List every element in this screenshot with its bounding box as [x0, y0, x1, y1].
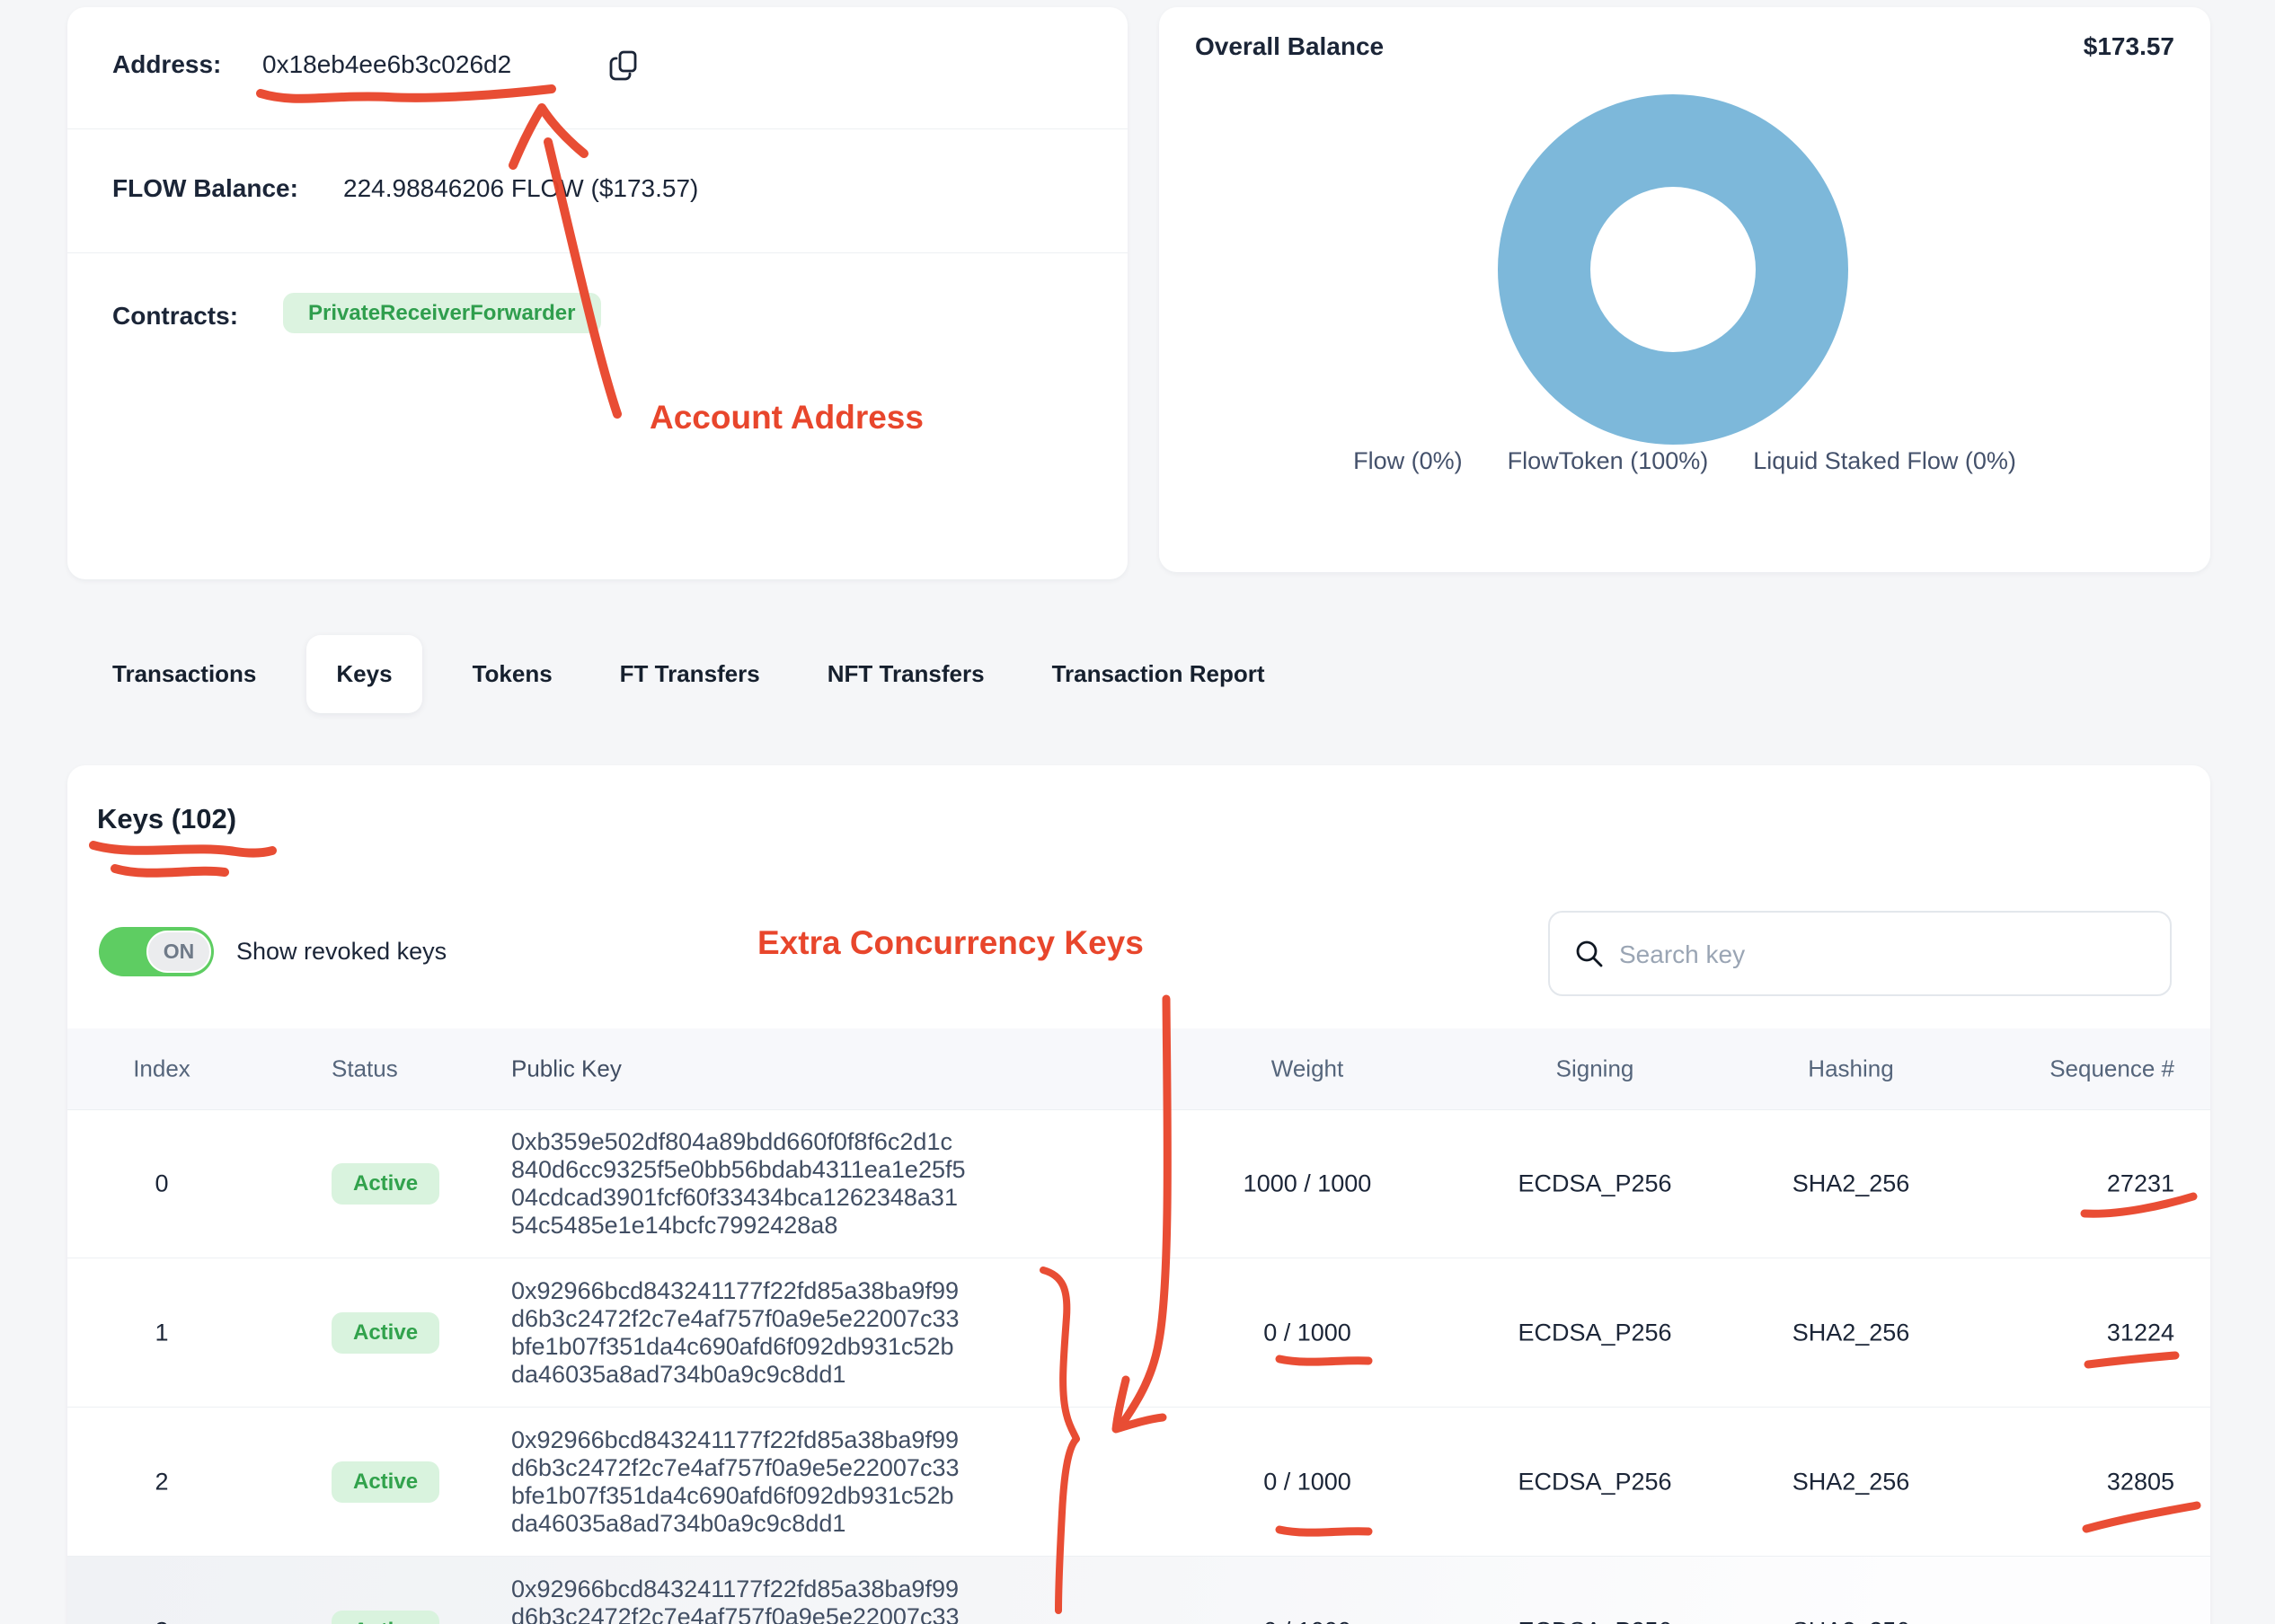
- tab-transactions[interactable]: Transactions: [112, 659, 257, 687]
- tab-ft-transfers[interactable]: FT Transfers: [619, 659, 760, 687]
- search-key-input[interactable]: [1617, 916, 2151, 993]
- balance-amount: $173.57: [2083, 32, 2174, 60]
- status-cell: Active: [332, 1162, 440, 1205]
- public-key: 0x92966bcd843241177f22fd85a38ba9f99 d6b3c…: [511, 1575, 960, 1624]
- account-info-card: Address: 0x18eb4ee6b3c026d2 FLOW Balance…: [67, 7, 1128, 579]
- contract-badge[interactable]: PrivateReceiverForwarder: [283, 293, 601, 333]
- keys-table-header: Index Status Public Key Weight Signing H…: [67, 1028, 2210, 1110]
- status-cell: Active: [332, 1311, 440, 1354]
- key-hashing: SHA2_256: [1792, 1319, 1910, 1346]
- divider: [67, 252, 1128, 253]
- status-cell: Active: [332, 1461, 440, 1503]
- address-value: 0x18eb4ee6b3c026d2: [262, 50, 512, 78]
- header-index: Index: [133, 1055, 190, 1082]
- table-row: 3 Active 0x92966bcd843241177f22fd85a38ba…: [67, 1557, 2210, 1624]
- header-public-key: Public Key: [511, 1055, 622, 1082]
- table-row: 0 Active 0xb359e502df804a89bdd660f0f8f6c…: [67, 1109, 2210, 1258]
- divider: [67, 128, 1128, 129]
- flow-balance-value: 224.98846206 FLOW ($173.57): [343, 174, 699, 202]
- key-hashing: SHA2_256: [1792, 1169, 1910, 1196]
- tab-keys[interactable]: Keys: [306, 634, 422, 713]
- header-signing: Signing: [1555, 1055, 1634, 1082]
- public-key: 0x92966bcd843241177f22fd85a38ba9f99 d6b3c…: [511, 1425, 960, 1537]
- status-badge: Active: [332, 1162, 440, 1205]
- status-badge: Active: [332, 1461, 440, 1503]
- chart-legend: Flow (0%) FlowToken (100%) Liquid Staked…: [1159, 447, 2210, 475]
- table-row: 2 Active 0x92966bcd843241177f22fd85a38ba…: [67, 1408, 2210, 1557]
- key-signing: ECDSA_P256: [1518, 1468, 1672, 1495]
- legend-item-liquid-staked: Liquid Staked Flow (0%): [1753, 447, 2016, 474]
- legend-item-flow: Flow (0%): [1353, 447, 1463, 474]
- status-badge: Active: [332, 1311, 440, 1354]
- header-hashing: Hashing: [1808, 1055, 1894, 1082]
- table-row: 1 Active 0x92966bcd843241177f22fd85a38ba…: [67, 1258, 2210, 1408]
- key-index: 3: [67, 1617, 256, 1624]
- key-hashing: SHA2_256: [1761, 1617, 1941, 1624]
- key-sequence: 32805: [2106, 1468, 2174, 1495]
- balance-title: Overall Balance: [1195, 32, 1385, 60]
- toggle-knob[interactable]: ON: [146, 931, 211, 973]
- status-badge: Active: [332, 1610, 440, 1624]
- header-weight: Weight: [1270, 1055, 1344, 1082]
- key-signing: ECDSA_P256: [1518, 1319, 1672, 1346]
- copy-icon[interactable]: [606, 47, 644, 89]
- status-cell: Active: [332, 1610, 440, 1624]
- key-sequence: 31224: [2106, 1319, 2174, 1346]
- flow-balance-label: FLOW Balance:: [112, 174, 298, 202]
- tab-nft-transfers[interactable]: NFT Transfers: [827, 659, 985, 687]
- tab-transaction-report[interactable]: Transaction Report: [1051, 659, 1265, 687]
- balance-donut-chart: [1498, 94, 1848, 445]
- contracts-label: Contracts:: [112, 302, 239, 330]
- key-weight: 1000 / 1000: [1243, 1169, 1372, 1196]
- public-key: 0xb359e502df804a89bdd660f0f8f6c2d1c 840d6…: [511, 1127, 966, 1239]
- tab-tokens[interactable]: Tokens: [472, 659, 553, 687]
- show-revoked-label: Show revoked keys: [236, 938, 447, 965]
- key-index: 0: [155, 1169, 169, 1196]
- keys-card: Keys (102) ON Show revoked keys Index St…: [67, 765, 2210, 1624]
- key-weight: 0 / 1000: [1263, 1468, 1351, 1495]
- key-signing: ECDSA_P256: [1483, 1617, 1707, 1624]
- header-sequence: Sequence #: [2049, 1055, 2174, 1082]
- legend-item-flowtoken: FlowToken (100%): [1507, 447, 1709, 474]
- key-signing: ECDSA_P256: [1518, 1169, 1672, 1196]
- key-index: 2: [155, 1468, 169, 1495]
- tab-bar: Transactions Keys Tokens FT Transfers NF…: [67, 629, 1265, 719]
- show-revoked-toggle[interactable]: ON: [99, 927, 214, 976]
- overall-balance-card: Overall Balance $173.57 Flow (0%) FlowTo…: [1159, 7, 2210, 572]
- header-status: Status: [332, 1055, 398, 1082]
- public-key: 0x92966bcd843241177f22fd85a38ba9f99 d6b3c…: [511, 1276, 960, 1388]
- key-hashing: SHA2_256: [1792, 1468, 1910, 1495]
- search-box: [1548, 911, 2172, 996]
- key-index: 1: [155, 1319, 169, 1346]
- keys-section-title: Keys (102): [97, 803, 237, 834]
- key-weight: 0 / 1000: [1195, 1617, 1420, 1624]
- search-icon: [1573, 938, 1606, 975]
- address-label: Address:: [112, 50, 222, 78]
- key-weight: 0 / 1000: [1263, 1319, 1351, 1346]
- key-sequence: 27231: [2106, 1169, 2174, 1196]
- keys-table-body: 0 Active 0xb359e502df804a89bdd660f0f8f6c…: [67, 1109, 2210, 1624]
